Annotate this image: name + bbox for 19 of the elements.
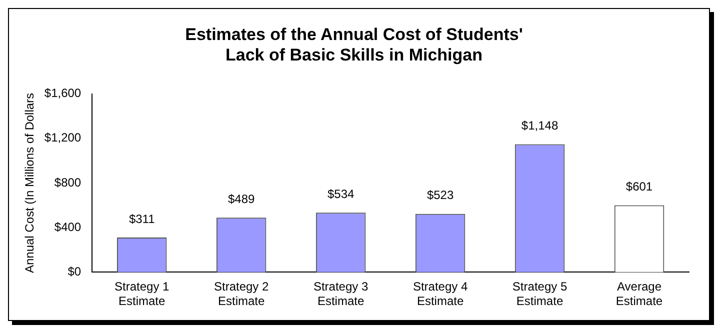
x-tick-label: Strategy 3 Estimate (313, 280, 368, 308)
y-tick-label: $1,600 (44, 86, 82, 100)
chart-title: Estimates of the Annual Cost of Students' Lack of Basic Skills in Michigan (185, 24, 523, 64)
x-tick-label: Strategy 1 Estimate (114, 280, 170, 308)
y-tick-label: $400 (54, 220, 82, 234)
data-label: $523 (426, 188, 454, 202)
y-tick-label: $1,200 (44, 130, 82, 145)
x-tick-label: Strategy 5 Estimate (512, 280, 568, 308)
data-label: $534 (327, 186, 354, 201)
data-label: $1,148 (521, 118, 558, 133)
y-axis-title: Annual Cost (In Millions of Dollars (22, 92, 37, 274)
x-tick-label: Strategy 4 Estimate (412, 280, 468, 308)
y-tick-label: $0 (68, 264, 82, 279)
data-label: $601 (626, 180, 653, 194)
x-tick-label: Average Estimate (616, 280, 663, 308)
y-tick-label: $800 (54, 175, 82, 190)
data-label: $311 (128, 212, 156, 226)
data-label: $489 (228, 192, 255, 206)
x-tick-label: Strategy 2 Estimate (214, 280, 269, 308)
